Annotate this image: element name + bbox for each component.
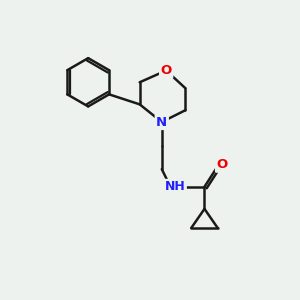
Text: N: N — [156, 116, 167, 128]
Text: NH: NH — [165, 180, 185, 193]
Text: O: O — [160, 64, 172, 77]
Text: O: O — [217, 158, 228, 171]
